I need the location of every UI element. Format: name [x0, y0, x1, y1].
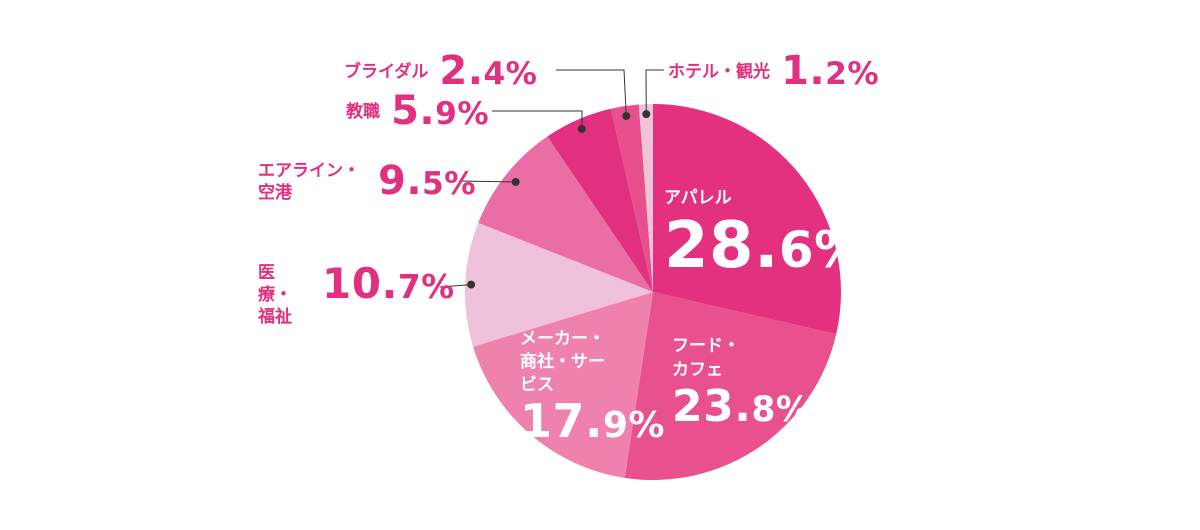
- leader-dot-bridal: [622, 112, 631, 121]
- leader-line-medical: [439, 284, 472, 288]
- pie-slice-airline: [478, 136, 653, 292]
- label-bridal-name: ブライダル: [344, 62, 429, 82]
- label-hotel-value: 1.2%: [781, 48, 880, 94]
- leader-line-airline: [459, 180, 516, 183]
- label-hotel-name: ホテル・観光: [668, 62, 770, 82]
- pie-slice-teaching: [547, 108, 653, 293]
- label-apparel-name: アパレル: [664, 188, 732, 208]
- label-bridal-value: 2.4%: [439, 48, 538, 94]
- label-teaching-name: 教職: [346, 102, 380, 122]
- label-medical: 医療・福祉: [258, 262, 306, 328]
- label-food-cafe-name: フード・カフェ: [672, 336, 740, 380]
- label-airline-value: 9.5%: [378, 158, 476, 204]
- leader-dot-airline: [511, 177, 520, 186]
- pie-slice-medical: [465, 222, 653, 347]
- label-maker: メーカー・商社・サービス 17.9%: [520, 328, 665, 450]
- label-teaching-value: 5.9%: [391, 88, 490, 134]
- pie-slice-bridal: [610, 104, 653, 293]
- label-maker-name: メーカー・商社・サービス: [520, 329, 605, 395]
- label-medical-name: 医療・福祉: [258, 263, 292, 327]
- label-airline: エアライン・空港: [258, 160, 370, 204]
- label-food-cafe: フード・カフェ 23.8%: [672, 334, 811, 433]
- pie-slice-hotel: [638, 104, 653, 292]
- label-medical-value: 10.7%: [322, 259, 455, 308]
- pie-slice-food-cafe: [624, 292, 837, 480]
- leader-dot-teaching: [577, 124, 586, 133]
- label-bridal: ブライダル 2.4%: [344, 50, 537, 95]
- leader-line-teaching: [492, 110, 583, 129]
- label-teaching: 教職 5.9%: [346, 90, 489, 135]
- label-apparel: アパレル 28.6%: [664, 188, 865, 283]
- leader-dot-medical: [467, 280, 476, 289]
- label-apparel-value: 28.6%: [664, 209, 865, 283]
- leader-line-hotel: [645, 69, 664, 115]
- label-airline-name: エアライン・空港: [258, 161, 360, 203]
- leader-line-bridal: [556, 69, 627, 117]
- label-hotel: ホテル・観光 1.2%: [668, 50, 879, 95]
- label-food-cafe-value: 23.8%: [672, 381, 811, 432]
- pie-slice-apparel: [653, 104, 841, 335]
- pie-slice-maker: [473, 292, 653, 478]
- label-maker-value: 17.9%: [520, 394, 665, 448]
- leader-dot-hotel: [642, 110, 651, 119]
